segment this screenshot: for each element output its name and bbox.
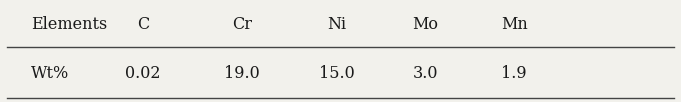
Text: 1.9: 1.9 xyxy=(501,65,527,82)
Text: Elements: Elements xyxy=(31,16,107,33)
Text: Ni: Ni xyxy=(328,16,347,33)
Text: Mo: Mo xyxy=(413,16,439,33)
Text: 0.02: 0.02 xyxy=(125,65,161,82)
Text: 3.0: 3.0 xyxy=(413,65,439,82)
Text: C: C xyxy=(137,16,149,33)
Text: Mn: Mn xyxy=(501,16,528,33)
Text: 19.0: 19.0 xyxy=(224,65,259,82)
Text: Wt%: Wt% xyxy=(31,65,69,82)
Text: 15.0: 15.0 xyxy=(319,65,355,82)
Text: Cr: Cr xyxy=(232,16,252,33)
